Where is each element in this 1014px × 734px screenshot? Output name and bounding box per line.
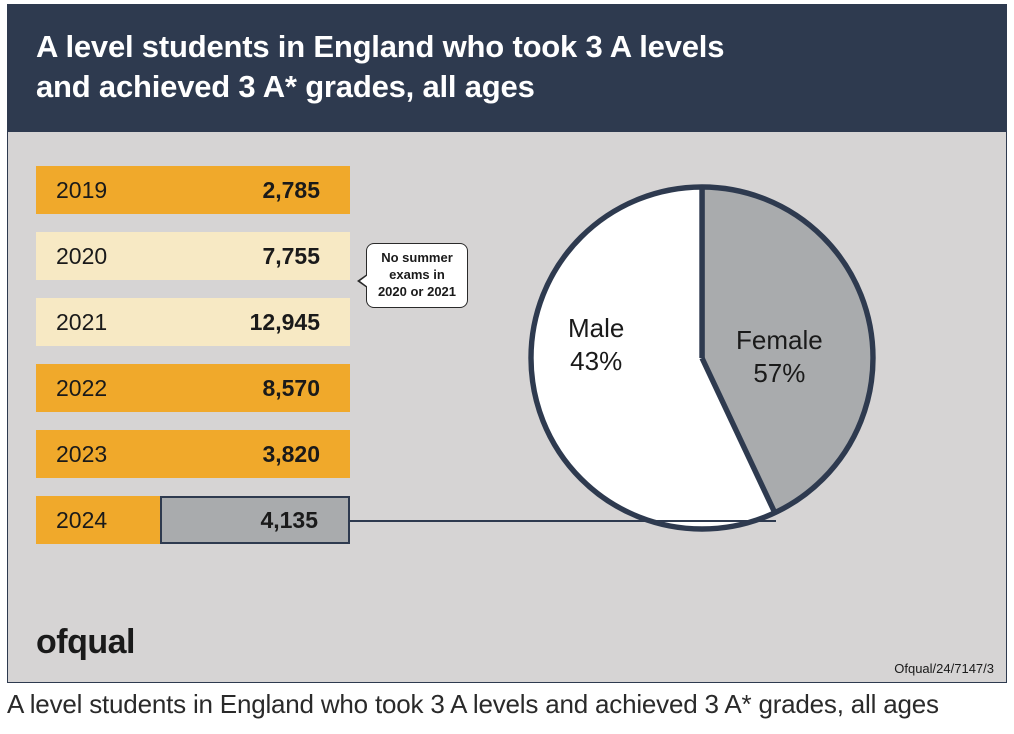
columns: 20192,78520207,755202112,94520228,570202… — [36, 166, 978, 562]
caption-text: A level students in England who took 3 A… — [7, 689, 1007, 720]
bar-year: 2020 — [36, 232, 160, 280]
title-line-2: and achieved 3 A* grades, all ages — [36, 69, 535, 104]
bar-year: 2021 — [36, 298, 160, 346]
body-area: 20192,78520207,755202112,94520228,570202… — [8, 132, 1006, 682]
bar-row: 20233,820 — [36, 430, 416, 478]
bar-value: 4,135 — [160, 496, 350, 544]
pie-column: Male 43% Female 57% — [426, 166, 978, 562]
bar-row: 20192,785 — [36, 166, 416, 214]
bar-year: 2019 — [36, 166, 160, 214]
pie-male-name: Male — [568, 312, 624, 345]
leader-line — [350, 520, 776, 522]
infographic-frame: A level students in England who took 3 A… — [7, 4, 1007, 683]
reference-code: Ofqual/24/7147/3 — [894, 661, 994, 676]
pie-female-pct: 57% — [736, 357, 823, 390]
bar-year: 2024 — [36, 496, 160, 544]
header: A level students in England who took 3 A… — [8, 5, 1006, 132]
pie-label-female: Female 57% — [736, 324, 823, 389]
ofqual-logo: ofqual — [36, 623, 135, 662]
pie-male-pct: 43% — [568, 345, 624, 378]
bar-value: 7,755 — [160, 232, 350, 280]
bar-value: 2,785 — [160, 166, 350, 214]
bar-value: 8,570 — [160, 364, 350, 412]
bar-value: 12,945 — [160, 298, 350, 346]
bar-row: 202112,945 — [36, 298, 416, 346]
bar-value: 3,820 — [160, 430, 350, 478]
page-title: A level students in England who took 3 A… — [36, 27, 978, 106]
bar-year: 2023 — [36, 430, 160, 478]
pie-label-male: Male 43% — [568, 312, 624, 377]
pie-chart: Male 43% Female 57% — [522, 178, 882, 538]
bars-column: 20192,78520207,755202112,94520228,570202… — [36, 166, 416, 562]
bar-row: 20228,570 — [36, 364, 416, 412]
bar-year: 2022 — [36, 364, 160, 412]
title-line-1: A level students in England who took 3 A… — [36, 29, 724, 64]
pie-female-name: Female — [736, 324, 823, 357]
bar-row: 20207,755 — [36, 232, 416, 280]
